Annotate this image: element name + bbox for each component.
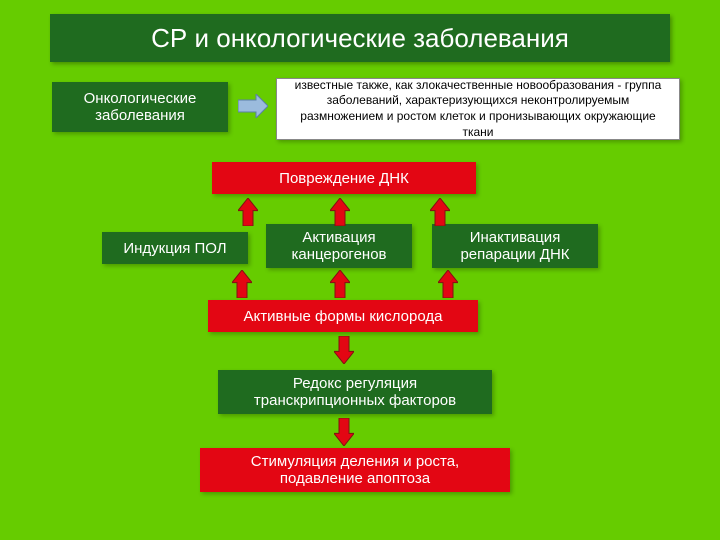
box-redox: Редокс регуляция транскрипционных фактор… xyxy=(218,370,492,414)
arrow-def-right-icon xyxy=(238,94,268,118)
box-dna-repair-inactivation: Инактивация репарации ДНК xyxy=(432,224,598,268)
arrow-ros-down-icon xyxy=(334,336,354,364)
arrow-carc-up-icon xyxy=(330,198,350,226)
arrow-pol-up-icon xyxy=(238,198,258,226)
page-title: СР и онкологические заболевания xyxy=(50,14,670,62)
arrow-repair-up-icon xyxy=(430,198,450,226)
arrow-ros-repair-up-icon xyxy=(438,270,458,298)
box-definition-text: известные также, как злокачественные нов… xyxy=(276,78,680,140)
box-dna-damage: Повреждение ДНК xyxy=(212,162,476,194)
box-pol-induction: Индукция ПОЛ xyxy=(102,232,248,264)
box-oncological-diseases: Онкологические заболевания xyxy=(52,82,228,132)
arrow-ros-carc-up-icon xyxy=(330,270,350,298)
arrow-redox-down-icon xyxy=(334,418,354,446)
box-stimulation: Стимуляция деления и роста, подавление а… xyxy=(200,448,510,492)
box-ros: Активные формы кислорода xyxy=(208,300,478,332)
arrow-ros-pol-up-icon xyxy=(232,270,252,298)
box-carcinogen-activation: Активация канцерогенов xyxy=(266,224,412,268)
